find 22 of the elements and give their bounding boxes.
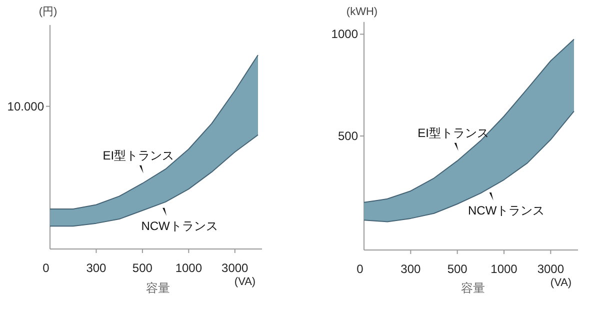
x-tick-label: 500 bbox=[132, 261, 153, 275]
y-tick-label: 10.000 bbox=[7, 99, 44, 114]
x-tick-label: 300 bbox=[86, 261, 107, 275]
x-tick-label: 300 bbox=[400, 262, 421, 276]
series-label: NCWトランス bbox=[468, 203, 545, 218]
line-series bbox=[364, 110, 574, 222]
x-axis-title: 容量 bbox=[146, 281, 170, 295]
series-label: NCWトランス bbox=[141, 218, 218, 233]
series-label: EI型トランス bbox=[418, 126, 490, 140]
y-axis-title: (kWH) bbox=[346, 6, 378, 18]
x-tick-label: 0 bbox=[42, 261, 50, 275]
x-axis-title: 容量 bbox=[461, 281, 485, 295]
x-tick-label: 3000 bbox=[222, 261, 249, 275]
x-tick-label: 1000 bbox=[175, 261, 202, 275]
series-label: EI型トランス bbox=[102, 148, 174, 162]
y-axis-title: (円) bbox=[38, 6, 58, 18]
x-tick-label: 1000 bbox=[490, 262, 518, 276]
x-tick-label: 3000 bbox=[537, 262, 564, 276]
text: (VA) bbox=[234, 276, 256, 288]
text: (VA) bbox=[550, 277, 572, 289]
x-tick-label: 0 bbox=[356, 262, 364, 276]
x-tick-label: 500 bbox=[447, 262, 468, 276]
